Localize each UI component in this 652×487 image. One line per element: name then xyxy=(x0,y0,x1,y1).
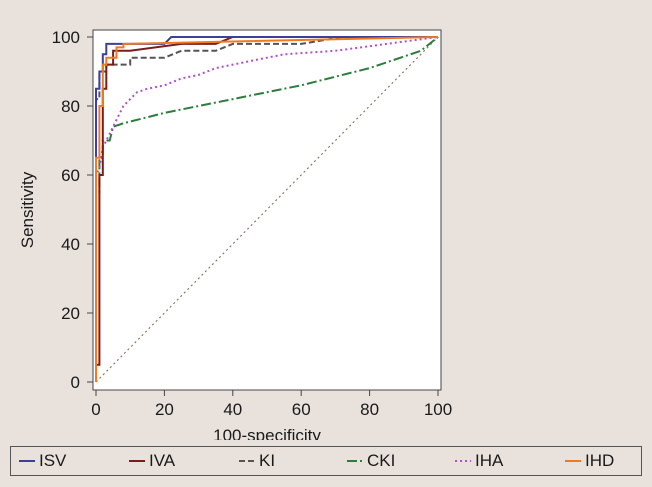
legend-swatch-isv xyxy=(19,460,35,462)
y-tick-label: 20 xyxy=(61,304,80,323)
legend-swatch-ki xyxy=(239,460,255,462)
y-tick-label: 0 xyxy=(71,373,80,392)
x-tick-label: 60 xyxy=(292,400,311,419)
legend-swatch-cki xyxy=(347,460,363,462)
y-tick-label: 40 xyxy=(61,235,80,254)
reference-diagonal-line xyxy=(95,36,439,383)
legend-item-iva: IVA xyxy=(129,447,175,475)
legend-item-iha: IHA xyxy=(455,447,503,475)
legend-label: IVA xyxy=(149,451,176,470)
legend-swatch-iva xyxy=(129,460,145,462)
legend-label: CKI xyxy=(367,451,396,470)
legend-item-ihd: IHD xyxy=(565,447,614,475)
legend-swatch-ihd xyxy=(565,460,581,462)
legend-item-cki: CKI xyxy=(347,447,395,475)
legend-label: IHD xyxy=(585,451,615,470)
legend-item-ki: KI xyxy=(239,447,275,475)
legend-label: KI xyxy=(259,451,276,470)
x-tick-label: 80 xyxy=(360,400,379,419)
y-axis-title: Sensitivity xyxy=(18,171,37,248)
x-axis-title: 100-specificity xyxy=(213,426,321,440)
x-tick-label: 100 xyxy=(424,400,452,419)
legend: ISV IVA KI CKI IHA IHD xyxy=(10,446,642,476)
x-tick-label: 20 xyxy=(155,400,174,419)
legend-item-isv: ISV xyxy=(19,447,66,475)
y-tick-label: 100 xyxy=(52,28,80,47)
x-tick-label: 40 xyxy=(223,400,242,419)
legend-swatch-iha xyxy=(455,460,471,462)
x-tick-label: 0 xyxy=(91,400,100,419)
plot-frame xyxy=(92,29,442,391)
y-tick-label: 60 xyxy=(61,166,80,185)
roc-chart: 0 20 40 60 80 100 0 20 40 60 80 100 100-specificit… xyxy=(18,28,452,440)
legend-label: IHA xyxy=(475,451,504,470)
y-tick-label: 80 xyxy=(61,97,80,116)
series-line-ihd xyxy=(95,36,439,382)
legend-label: ISV xyxy=(39,451,67,470)
series-line-ki xyxy=(95,36,438,382)
